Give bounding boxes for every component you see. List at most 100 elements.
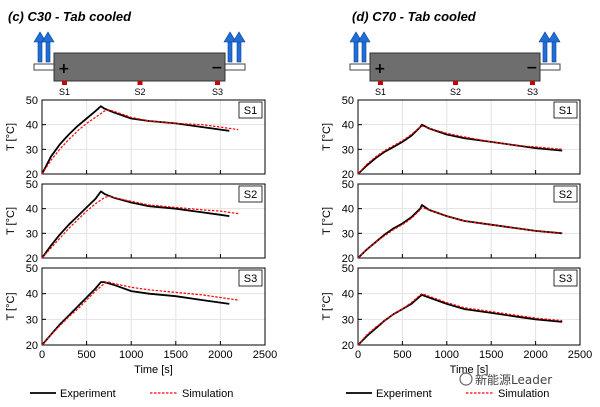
cooling-arrow-icon <box>538 31 561 63</box>
y-tick-label: 50 <box>342 179 354 191</box>
series-simulation <box>357 206 563 259</box>
sensor-label: S2 <box>134 87 145 97</box>
y-tick-label: 20 <box>342 253 354 265</box>
series-experiment <box>357 293 563 346</box>
cooling-arrow-icon <box>33 31 55 63</box>
legend: Experiment Simulation <box>30 388 233 400</box>
panel-tag: S1 <box>238 101 263 119</box>
y-tick-label: 40 <box>342 120 354 132</box>
plot-frame <box>357 267 581 346</box>
series-experiment <box>41 105 230 175</box>
sensor-label: S3 <box>527 87 538 97</box>
x-tick-label: 1500 <box>479 349 503 361</box>
y-tick-label: 40 <box>26 204 38 216</box>
y-tick-label: 50 <box>26 179 38 191</box>
y-tick-label: 40 <box>342 204 354 216</box>
sensor-marker <box>215 81 220 85</box>
y-axis-label: T [°C] <box>321 123 333 151</box>
y-tick-label: 30 <box>342 314 354 326</box>
y-axis-label: T [°C] <box>5 292 17 320</box>
y-tick-label: 40 <box>26 289 38 301</box>
sensor-marker <box>62 81 67 85</box>
series-simulation <box>41 195 239 259</box>
legend-label-simulation: Simulation <box>182 388 233 400</box>
panel-tag-label: S2 <box>559 189 572 201</box>
sensor-marker <box>137 81 143 85</box>
x-tick-label: 2500 <box>568 349 592 361</box>
plot-frame <box>41 99 266 175</box>
sensor-label: S3 <box>212 87 223 97</box>
x-tick-label: 0 <box>39 349 45 361</box>
sensor-marker <box>530 81 535 85</box>
tab-positive <box>349 63 371 71</box>
y-axis-label: T [°C] <box>5 123 17 151</box>
cooling-arrow-icon <box>223 31 246 63</box>
y-tick-label: 30 <box>342 144 354 156</box>
sensor-marker <box>378 81 383 85</box>
y-axis-label: T [°C] <box>321 292 333 320</box>
y-tick-label: 20 <box>342 169 354 181</box>
sensor-label: S1 <box>375 87 386 97</box>
y-tick-label: 20 <box>26 253 38 265</box>
y-tick-label: 50 <box>26 95 38 107</box>
plus-sign: + <box>374 61 386 77</box>
series-experiment <box>41 281 230 346</box>
y-tick-label: 40 <box>26 120 38 132</box>
y-tick-label: 30 <box>26 144 38 156</box>
panel-s1: 20 30 40 50 T [°C] S1 <box>321 95 581 181</box>
plot-frame <box>41 267 266 346</box>
y-tick-label: 30 <box>342 228 354 240</box>
sensor-label: S1 <box>59 87 70 97</box>
tab-positive <box>33 63 55 71</box>
y-axis-label: T [°C] <box>5 207 17 235</box>
x-tick-label: 2500 <box>253 349 277 361</box>
y-tick-label: 20 <box>26 169 38 181</box>
panel-tag-label: S3 <box>244 273 257 285</box>
x-axis-label: Time [s] <box>134 364 173 376</box>
cell-body <box>369 52 541 82</box>
y-axis-label: T [°C] <box>321 207 333 235</box>
cell-schematic: + − S1 S2 S3 <box>33 31 246 97</box>
plot-frame <box>357 183 581 259</box>
panel-tag-label: S2 <box>244 189 257 201</box>
panel-tag-label: S1 <box>559 105 572 117</box>
sensor-label: S2 <box>450 87 461 97</box>
wechat-icon <box>459 372 473 386</box>
panel-tag-label: S1 <box>244 105 257 117</box>
legend: Experiment Simulation <box>346 388 549 400</box>
panel-tag-label: S3 <box>559 273 572 285</box>
x-tick-label: 500 <box>77 349 95 361</box>
cell-schematic: + − S1 S2 S3 <box>349 31 561 97</box>
y-tick-label: 20 <box>26 340 38 352</box>
y-tick-label: 20 <box>342 340 354 352</box>
y-tick-label: 30 <box>26 314 38 326</box>
x-tick-label: 1000 <box>435 349 459 361</box>
watermark: 新能源Leader <box>459 372 552 387</box>
plot-frame <box>357 99 581 175</box>
panel-s2: 20 30 40 50 T [°C] S2 <box>5 179 266 265</box>
legend-label-experiment: Experiment <box>376 388 432 400</box>
legend-label-experiment: Experiment <box>60 388 116 400</box>
x-tick-label: 500 <box>393 349 411 361</box>
series-simulation <box>357 293 563 346</box>
legend-label-simulation: Simulation <box>498 388 549 400</box>
plot-frame <box>41 183 266 259</box>
cell-body <box>53 52 226 82</box>
minus-sign: − <box>211 60 223 76</box>
panel-s2: 20 30 40 50 T [°C] S2 <box>321 179 581 265</box>
chart-title: (d) C70 - Tab cooled <box>352 9 477 24</box>
y-tick-label: 30 <box>26 228 38 240</box>
panel-tag: S2 <box>238 185 263 203</box>
series-experiment <box>41 190 230 259</box>
series-simulation <box>357 125 563 175</box>
series-simulation <box>41 281 239 346</box>
panel-tag: S3 <box>553 269 578 287</box>
sensor-marker <box>453 81 458 85</box>
x-tick-label: 0 <box>355 349 361 361</box>
x-tick-label: 1500 <box>164 349 188 361</box>
y-tick-label: 50 <box>26 263 38 275</box>
series-experiment <box>357 204 563 259</box>
